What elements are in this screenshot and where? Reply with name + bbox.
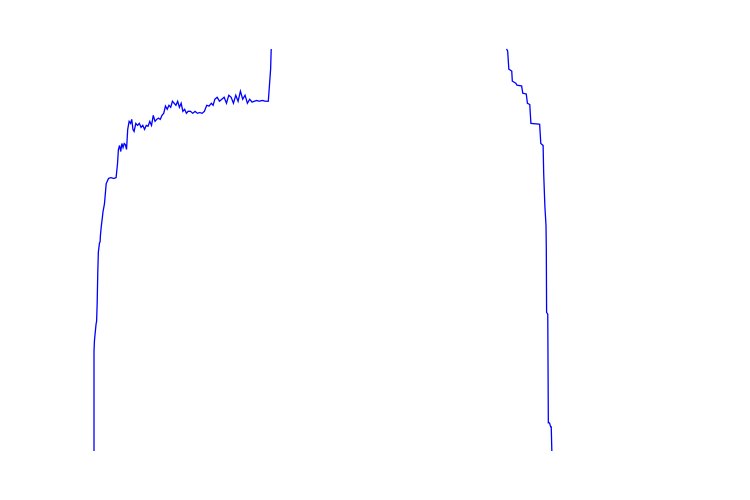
series-layer xyxy=(93,48,553,452)
series-line-2 xyxy=(505,48,553,452)
series-line-1 xyxy=(93,48,272,451)
